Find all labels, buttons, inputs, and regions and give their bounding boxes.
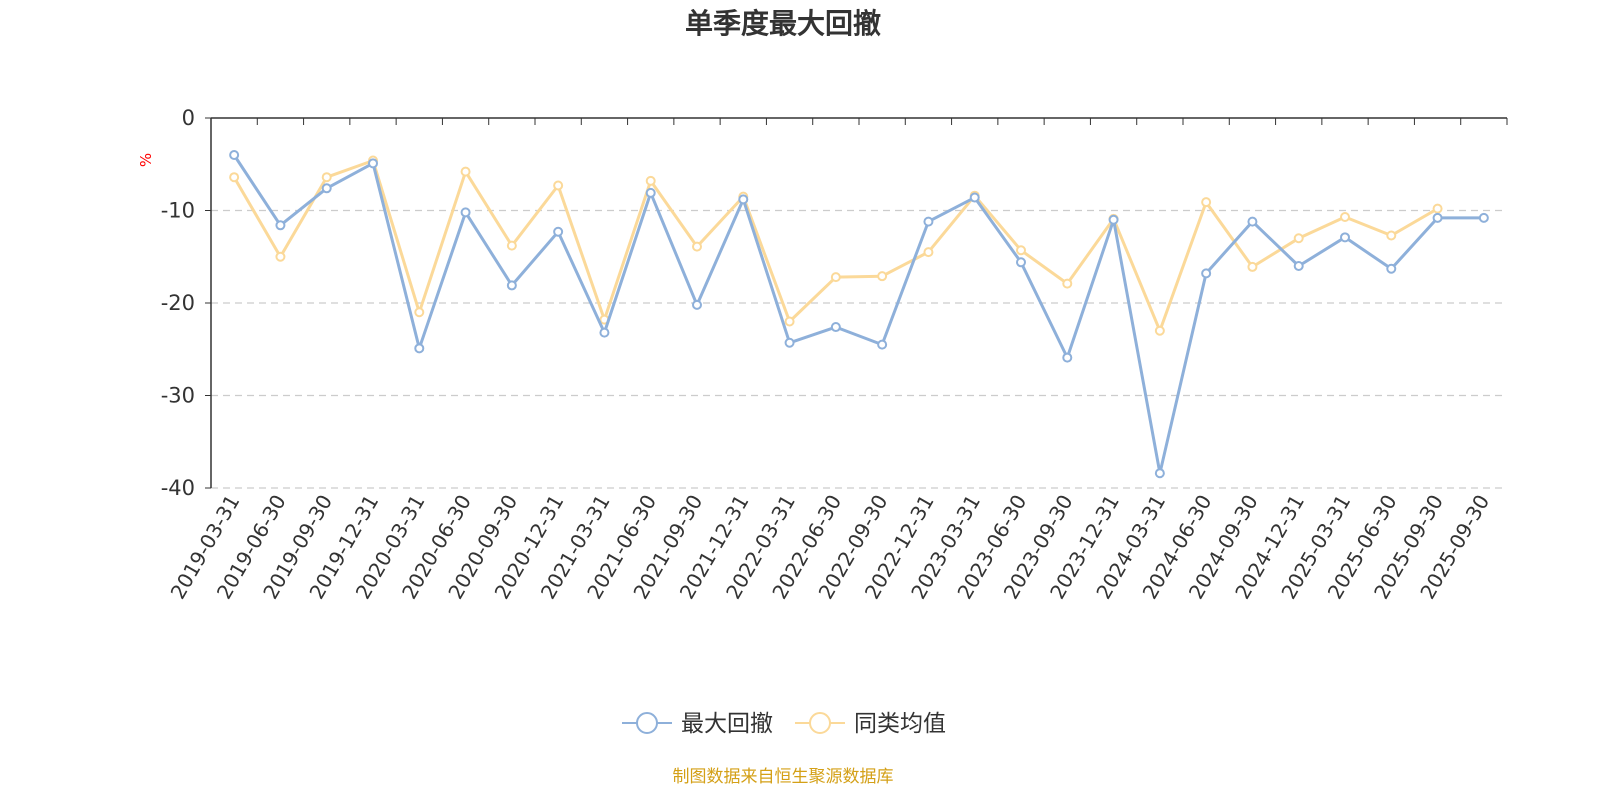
series-0-point-5 xyxy=(460,207,471,218)
legend-label-0: 最大回撤 xyxy=(681,711,773,737)
series-1-point-22 xyxy=(1247,261,1258,272)
series-line-0 xyxy=(232,154,1484,475)
series-1-point-24 xyxy=(1340,211,1350,222)
series-0-point-17 xyxy=(1016,257,1026,268)
series-0-point-14 xyxy=(877,339,888,350)
series-1-point-10 xyxy=(692,241,702,252)
series-1-point-25 xyxy=(1386,230,1397,241)
series-0-point-27 xyxy=(1478,212,1489,223)
series-0-point-4 xyxy=(414,343,425,354)
series-0-point-22 xyxy=(1247,216,1258,227)
series-0-point-2 xyxy=(321,183,332,194)
series-1-point-1 xyxy=(275,251,286,262)
series-0-point-8 xyxy=(599,327,610,338)
series-1-point-7 xyxy=(553,180,564,191)
y-tick-label-0: 0 xyxy=(182,106,195,130)
series-1-point-5 xyxy=(460,166,471,177)
series-1-point-14 xyxy=(877,271,888,282)
source-note: 制图数据来自恒生聚源数据库 xyxy=(673,767,894,787)
legend-marker-1 xyxy=(809,712,831,734)
series-0-point-9 xyxy=(645,187,656,198)
series-0-point-24 xyxy=(1340,232,1350,243)
legend-label-1: 同类均值 xyxy=(854,711,946,737)
series-1-point-4 xyxy=(414,307,425,318)
y-axis-label: % xyxy=(137,153,155,167)
series-0-point-11 xyxy=(738,194,749,205)
y-tick-label-4: -40 xyxy=(161,476,195,500)
chart-title: 单季度最大回撤 xyxy=(685,7,881,40)
series-1-point-13 xyxy=(830,272,841,283)
series-0-point-25 xyxy=(1386,263,1397,274)
series-0-point-6 xyxy=(506,280,517,291)
series-1-point-6 xyxy=(506,240,517,251)
series-0-point-15 xyxy=(923,216,934,227)
series-1-point-17 xyxy=(1016,245,1026,256)
series-group xyxy=(229,150,1489,479)
series-0-point-26 xyxy=(1432,212,1443,223)
series-0-point-13 xyxy=(830,322,841,333)
y-tick-label-2: -20 xyxy=(161,291,195,315)
series-1-point-2 xyxy=(321,172,332,183)
series-1 xyxy=(229,155,1443,336)
legend-item-1[interactable]: 同类均值 xyxy=(795,711,946,737)
series-0-point-12 xyxy=(784,337,795,348)
series-line-1 xyxy=(232,159,1439,333)
series-1-point-12 xyxy=(784,316,795,327)
series-1-point-23 xyxy=(1293,233,1304,244)
series-0-point-23 xyxy=(1293,261,1304,271)
legend-marker-0 xyxy=(636,712,658,734)
series-1-point-20 xyxy=(1154,325,1165,336)
y-tick-label-1: -10 xyxy=(161,199,195,223)
series-0-point-16 xyxy=(969,192,980,203)
legend: 最大回撤 同类均值 xyxy=(622,711,946,737)
series-0 xyxy=(229,150,1489,479)
x-ticks: 2019-03-312019-06-302019-09-302019-12-31… xyxy=(166,118,1508,603)
series-1-point-9 xyxy=(645,175,656,186)
series-1-point-15 xyxy=(923,247,934,258)
series-0-point-10 xyxy=(692,299,702,310)
series-0-point-1 xyxy=(275,220,286,231)
series-0-point-18 xyxy=(1062,352,1073,363)
series-1-point-18 xyxy=(1062,278,1073,289)
grid xyxy=(211,209,1507,489)
series-1-point-21 xyxy=(1201,197,1212,208)
series-0-point-21 xyxy=(1201,268,1212,279)
series-1-point-0 xyxy=(229,172,240,183)
series-0-point-0 xyxy=(229,150,240,160)
y-ticks: 0 -10 -20 -30 -40 xyxy=(161,106,211,500)
series-0-point-7 xyxy=(553,226,564,237)
series-1-point-26 xyxy=(1432,203,1443,214)
series-0-point-3 xyxy=(368,158,378,169)
y-tick-label-3: -30 xyxy=(161,384,195,408)
series-0-point-19 xyxy=(1108,214,1119,225)
series-0-point-20 xyxy=(1154,468,1165,479)
legend-item-0[interactable]: 最大回撤 xyxy=(622,711,773,737)
